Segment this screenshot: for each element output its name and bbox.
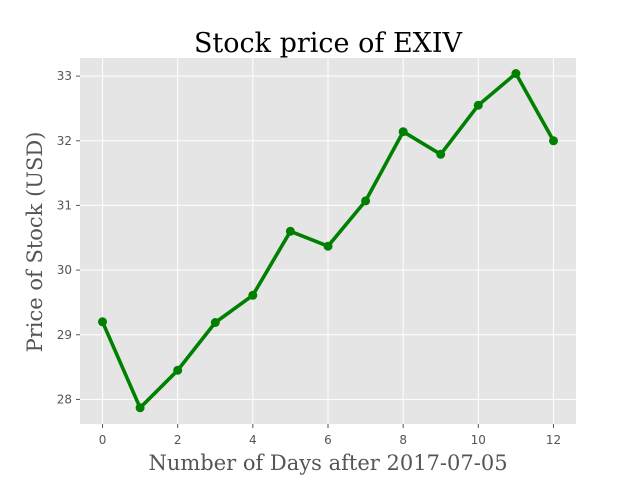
x-tick-label: 4	[249, 433, 257, 447]
data-point	[473, 100, 483, 110]
x-axis-label: Number of Days after 2017-07-05	[148, 451, 507, 475]
data-point	[248, 290, 258, 300]
data-point	[285, 226, 295, 236]
y-tick-label: 30	[57, 263, 72, 277]
y-tick-label: 29	[57, 328, 72, 342]
data-point	[173, 365, 183, 375]
y-tick-label: 32	[57, 134, 72, 148]
data-point	[436, 149, 446, 159]
data-point	[135, 403, 145, 413]
x-tick-label: 10	[471, 433, 486, 447]
data-point	[361, 196, 371, 206]
x-tick-label: 8	[399, 433, 407, 447]
y-axis-label: Price of Stock (USD)	[23, 132, 47, 353]
x-tick-label: 0	[99, 433, 107, 447]
data-point	[98, 317, 107, 327]
grid	[80, 58, 576, 424]
data-point	[398, 127, 408, 137]
y-tick-label: 28	[57, 392, 72, 406]
x-tick-label: 6	[324, 433, 332, 447]
y-tick-label: 33	[57, 69, 72, 83]
x-tick-label: 2	[174, 433, 182, 447]
data-points	[98, 69, 558, 413]
y-tick-label: 31	[57, 198, 72, 212]
data-point	[511, 69, 521, 78]
axis-ticks: 0 2 4 6 8 10 12 28 29 30 31 32 33	[57, 69, 561, 447]
data-point	[323, 241, 333, 251]
x-tick-label: 12	[546, 433, 561, 447]
chart-title: Stock price of EXIV	[194, 28, 463, 59]
data-point	[549, 136, 558, 146]
data-point	[210, 318, 220, 327]
